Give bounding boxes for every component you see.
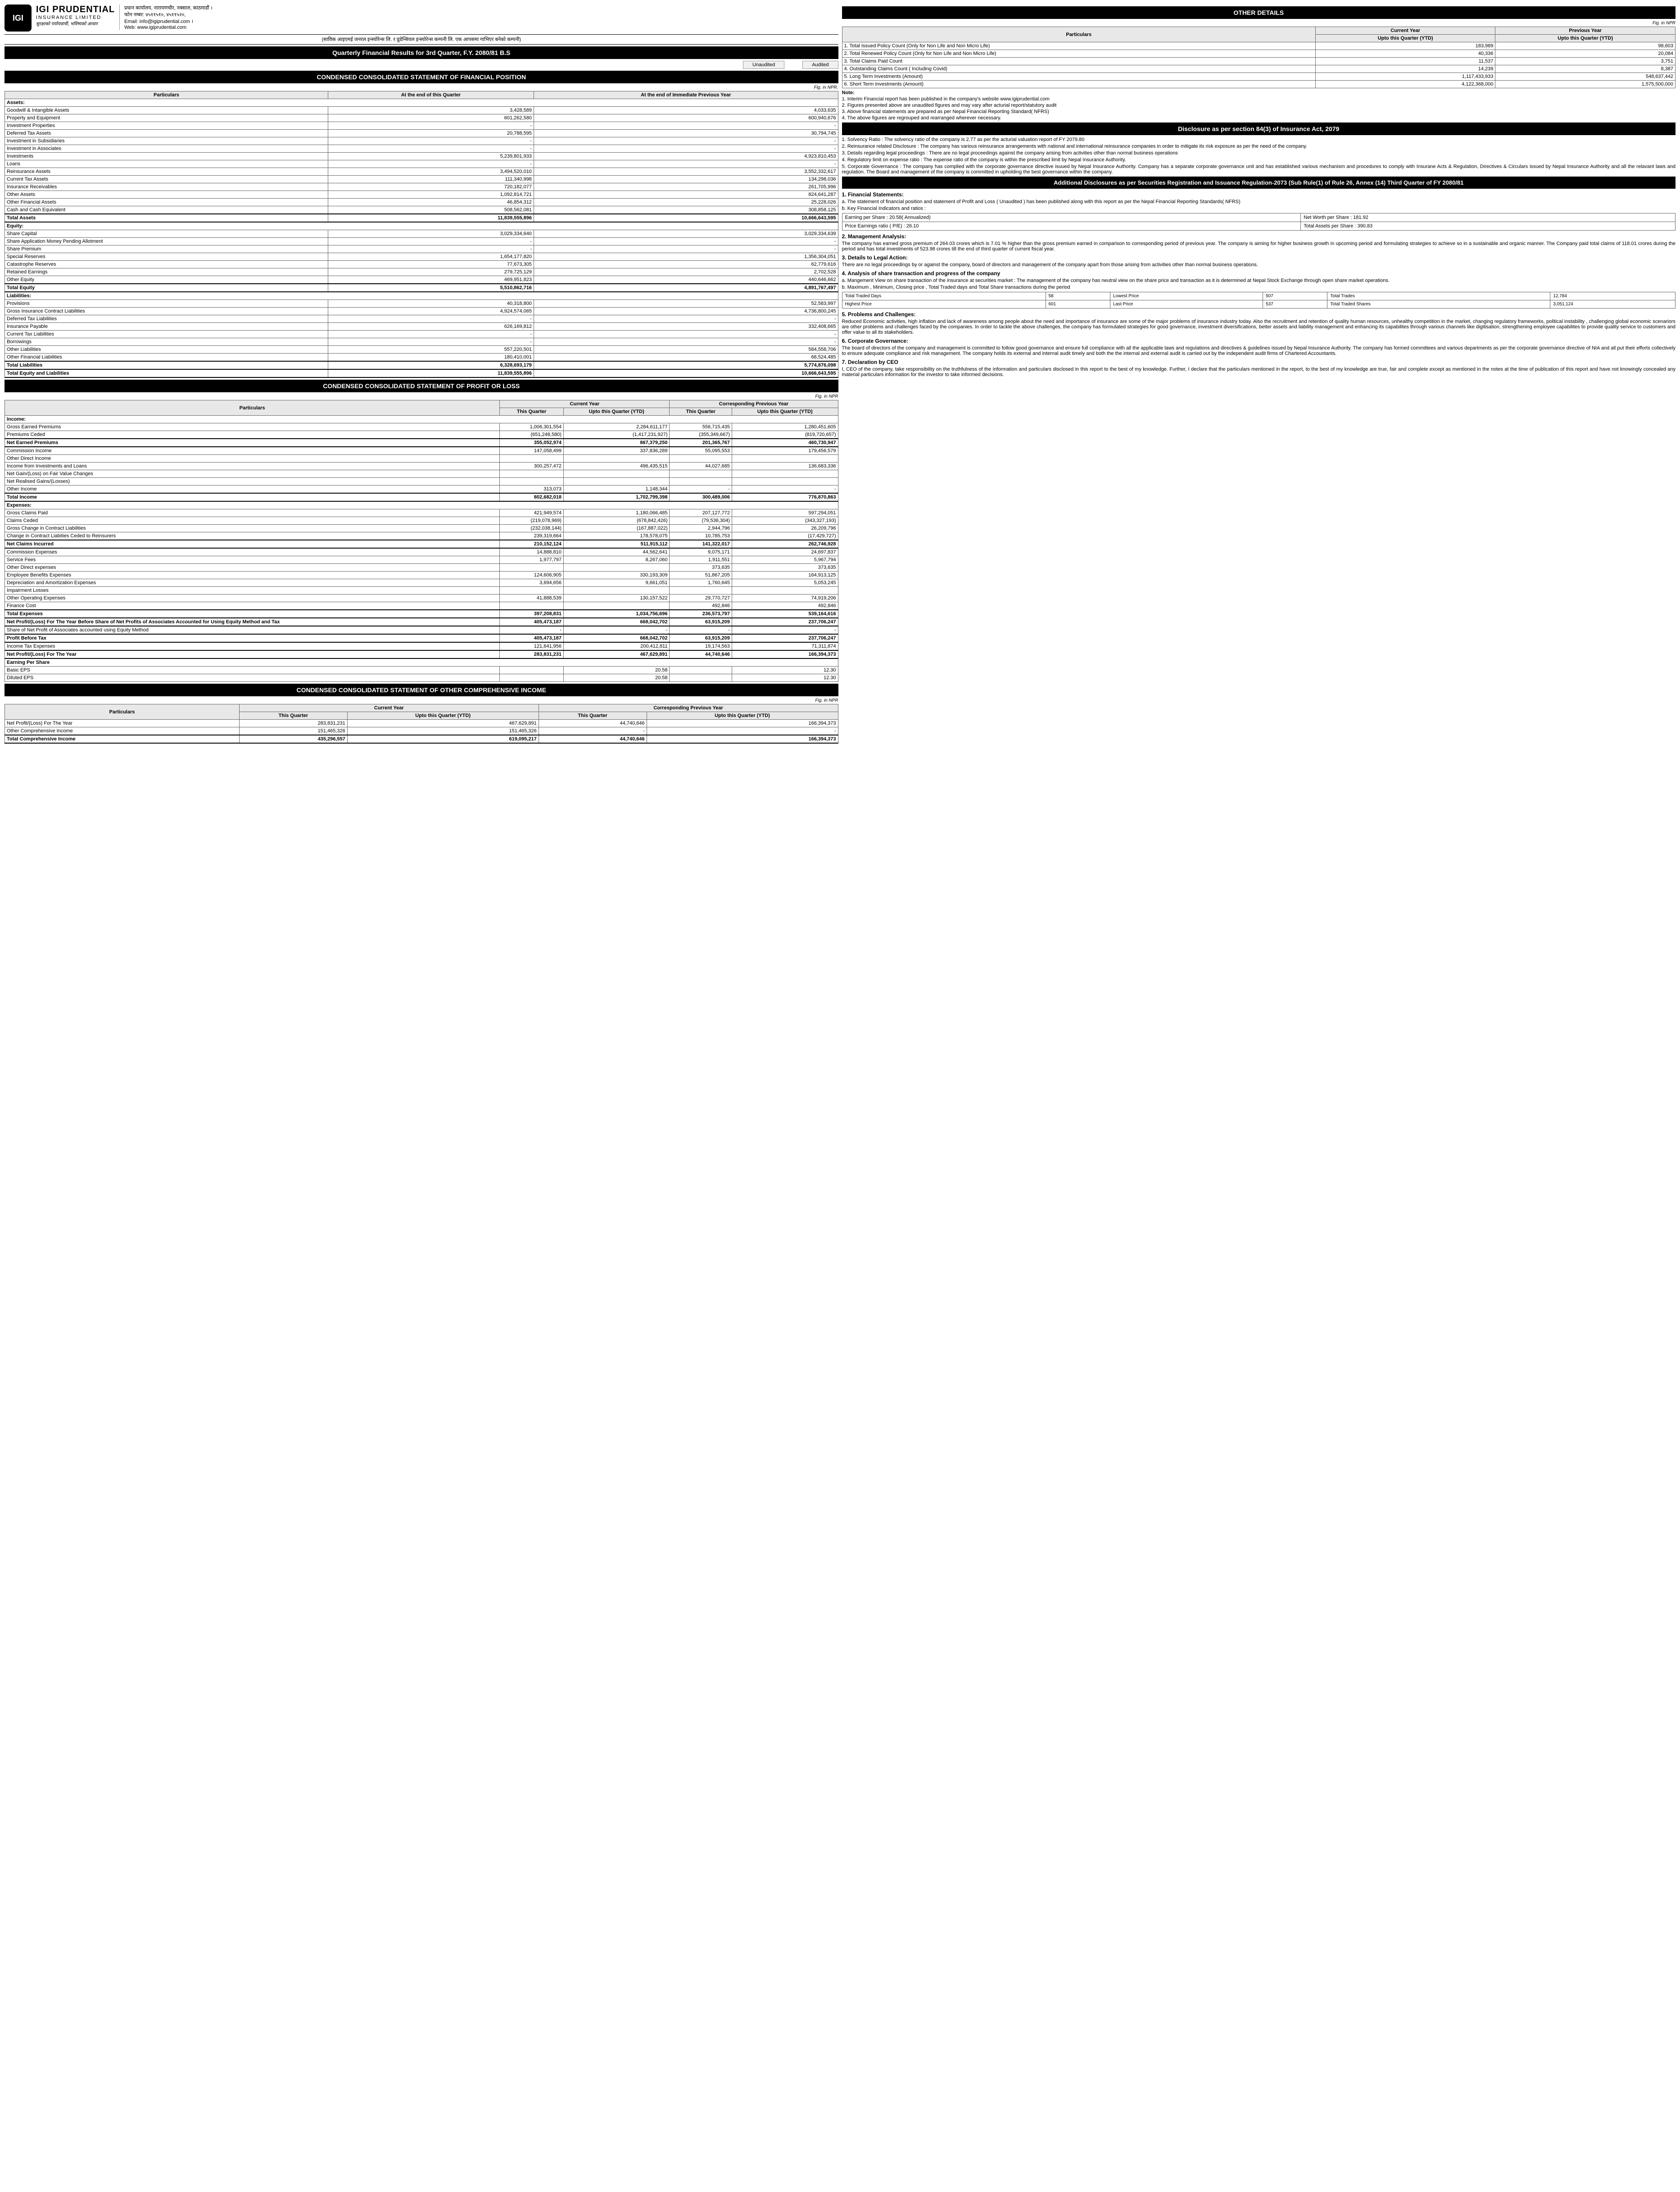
ad-s5-h: 5. Problems and Challenges:: [842, 311, 1676, 318]
main-title: Quarterly Financial Results for 3rd Quar…: [5, 46, 838, 59]
od-table: ParticularsCurrent YearPrevious Year Upt…: [842, 27, 1676, 88]
ad-s1-a: a. The statement of financial position a…: [842, 199, 1676, 204]
merger-note: (साविक आइएमई जनरल इन्स्योरेन्स लि. र प्र…: [5, 34, 838, 45]
oci-h-py: Corresponding Previous Year: [539, 704, 838, 712]
fp-h0: Particulars: [5, 91, 328, 99]
notes-block: Note: 1. Interim Financial report has be…: [842, 90, 1676, 121]
contact-phone: फोन नम्बर: ४५११५१०, ४५११५२०,: [124, 11, 213, 18]
fp-h2: At the end of Immediate Previous Year: [534, 91, 838, 99]
ad-s4-b: b. Maximum , Minimum, Closing price , To…: [842, 285, 1676, 290]
od-h-cy: Current Year: [1315, 27, 1495, 35]
od-h-part: Particulars: [842, 27, 1315, 42]
pl-h-tq1: This Quarter: [500, 408, 564, 416]
notes-h: Note:: [842, 90, 1676, 95]
pl-h-tq2: This Quarter: [670, 408, 732, 416]
fp-title: CONDENSED CONSOLIDATED STATEMENT OF FINA…: [5, 71, 838, 83]
pl-table: ParticularsCurrent YearCorresponding Pre…: [5, 400, 838, 682]
fp-h1: At the end of this Quarter: [328, 91, 534, 99]
ad-s7-h: 7. Declaration by CEO: [842, 359, 1676, 365]
pl-h-ytd2: Upto this Quarter (YTD): [732, 408, 838, 416]
ad-s1-h: 1. Financial Statements:: [842, 191, 1676, 198]
oci-h-tq1: This Quarter: [239, 712, 347, 720]
audited-label: Audited: [802, 61, 838, 69]
fp-fig: Fig. in NPR.: [5, 85, 838, 90]
contact-email: Email: info@igiprudential.com ।: [124, 18, 213, 25]
contact-web: Web: www.igiprudential.com: [124, 25, 213, 30]
company-name: IGI PRUDENTIAL: [36, 5, 115, 15]
kfi-table: Earning per Share : 20.58( Annualized)Ne…: [842, 213, 1676, 231]
od-title: OTHER DETAILS: [842, 6, 1676, 19]
pl-h-part: Particulars: [5, 400, 500, 416]
ad-title: Additional Disclosures as per Securities…: [842, 177, 1676, 189]
ad-s6-h: 6. Corporate Governance:: [842, 338, 1676, 344]
pl-fig: Fig. in NPR: [5, 394, 838, 399]
header: IGI IGI PRUDENTIAL INSURANCE LIMITED सुर…: [5, 5, 838, 32]
od-h2-0: Upto this Quarter (YTD): [1315, 35, 1495, 42]
ad-s4-a: a. Mangement View on share transaction o…: [842, 278, 1676, 283]
oci-h-cy: Current Year: [239, 704, 539, 712]
contact-block: प्रधान कार्यालय, नारायणचौर, नक्साल, काठम…: [119, 5, 213, 30]
pl-h-ytd1: Upto this Quarter (YTD): [563, 408, 670, 416]
ad-s4-h: 4. Analysis of share transaction and pro…: [842, 270, 1676, 277]
pl-h-cy: Current Year: [500, 400, 670, 408]
d84-block: 1. Solvency Ratio : The solvency ratio o…: [842, 137, 1676, 175]
fp-table: Particulars At the end of this Quarter A…: [5, 91, 838, 378]
oci-h-ytd1: Upto this Quarter (YTD): [347, 712, 539, 720]
ad-s3-h: 3. Details to Legal Action:: [842, 254, 1676, 261]
ad-s2-h: 2. Management Analysis:: [842, 233, 1676, 240]
ad-s2-p: The company has earned gross premium of …: [842, 241, 1676, 252]
unaudited-label: Unaudited: [743, 61, 784, 69]
logo-icon: IGI: [5, 5, 32, 32]
oci-h-ytd2: Upto this Quarter (YTD): [647, 712, 838, 720]
ad-s6-p: The board of directors of the company an…: [842, 345, 1676, 356]
pl-h-py: Corresponding Previous Year: [670, 400, 838, 408]
pl-title: CONDENSED CONSOLIDATED STATEMENT OF PROF…: [5, 380, 838, 392]
oci-fig: Fig. in NPR: [5, 698, 838, 703]
contact-addr: प्रधान कार्यालय, नारायणचौर, नक्साल, काठम…: [124, 5, 213, 11]
ad-s5-p: Reduced Economic activities, high inflat…: [842, 319, 1676, 335]
od-h-py: Previous Year: [1495, 27, 1675, 35]
audit-row: Unaudited Audited: [5, 61, 838, 69]
od-h2-1: Upto this Quarter (YTD): [1495, 35, 1675, 42]
od-fig: Fig. in NPR: [842, 21, 1676, 26]
oci-title: CONDENSED CONSOLIDATED STATEMENT OF OTHE…: [5, 684, 838, 696]
company-sub: INSURANCE LIMITED: [36, 15, 115, 20]
share-table: Total Traded Days58Lowest Price507Total …: [842, 292, 1676, 309]
oci-h-tq2: This Quarter: [539, 712, 647, 720]
ad-s1-b: b. Key Financial Indicators and ratios :: [842, 206, 1676, 211]
oci-table: ParticularsCurrent YearCorresponding Pre…: [5, 704, 838, 744]
tagline: सुरक्षाको पर्यायवाची, भविष्यको आधार: [36, 20, 115, 27]
ad-block: 1. Financial Statements: a. The statemen…: [842, 191, 1676, 377]
d84-title: Disclosure as per section 84(3) of Insur…: [842, 123, 1676, 135]
ad-s3-p: There are no legal proceedings by or aga…: [842, 262, 1676, 268]
ad-s7-p: I, CEO of the company, take responsibili…: [842, 367, 1676, 377]
oci-h-part: Particulars: [5, 704, 240, 720]
